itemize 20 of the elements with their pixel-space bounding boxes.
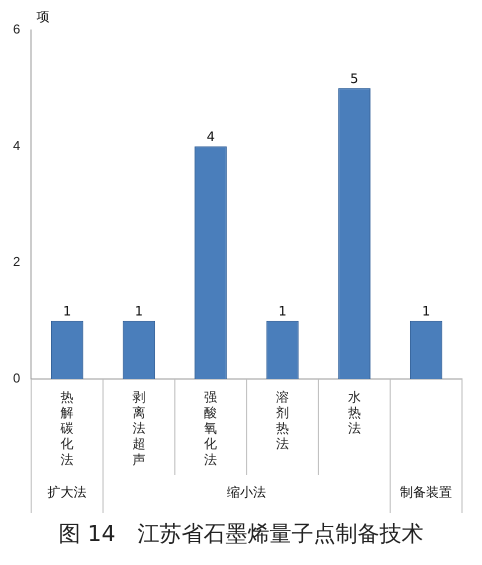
x-tick-label: 强酸氧化法	[204, 389, 218, 467]
text: 制备装置	[400, 485, 452, 500]
data-label: 1	[62, 304, 72, 320]
text: 图 14 江苏省石墨烯量子点制备技术	[58, 521, 424, 549]
y-tick-label: 2	[12, 254, 20, 270]
data-label: 4	[206, 130, 215, 146]
y-tick-label: 0	[12, 370, 20, 386]
text: 扩大法	[48, 485, 87, 500]
x-tick-label: 水热法	[348, 389, 361, 436]
text: 缩小法	[227, 485, 266, 500]
y-tick-label: 6	[12, 22, 20, 37]
x-tick-label: 剥离法超声	[132, 389, 146, 467]
y-axis-title: 项	[36, 10, 50, 25]
x-tick-label: 热解碳化法	[60, 389, 74, 467]
data-label: 5	[350, 72, 358, 88]
data-label: 1	[134, 304, 144, 320]
data-label: 1	[278, 304, 287, 320]
data-label: 1	[422, 304, 430, 320]
x-tick-label: 溶剂热法	[276, 389, 290, 452]
y-tick-label: 4	[12, 138, 20, 153]
